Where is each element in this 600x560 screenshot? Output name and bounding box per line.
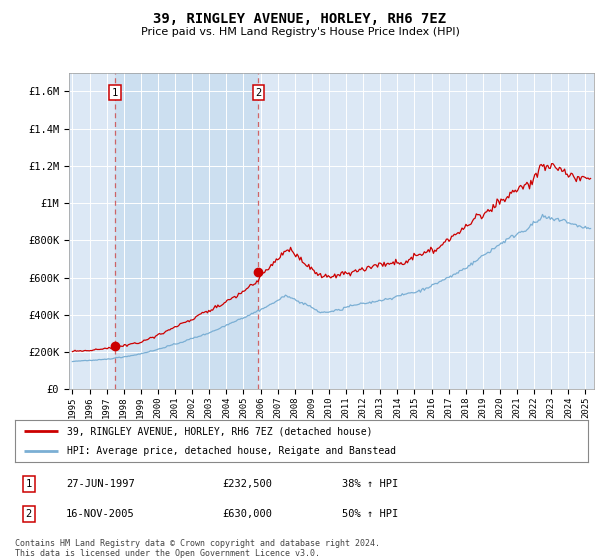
Text: 27-JUN-1997: 27-JUN-1997	[66, 479, 135, 489]
Text: 39, RINGLEY AVENUE, HORLEY, RH6 7EZ: 39, RINGLEY AVENUE, HORLEY, RH6 7EZ	[154, 12, 446, 26]
Text: 38% ↑ HPI: 38% ↑ HPI	[342, 479, 398, 489]
Text: £630,000: £630,000	[222, 509, 272, 519]
Text: 1: 1	[112, 88, 118, 97]
Text: Price paid vs. HM Land Registry's House Price Index (HPI): Price paid vs. HM Land Registry's House …	[140, 27, 460, 37]
Text: £232,500: £232,500	[222, 479, 272, 489]
Text: 1: 1	[26, 479, 32, 489]
Text: 39, RINGLEY AVENUE, HORLEY, RH6 7EZ (detached house): 39, RINGLEY AVENUE, HORLEY, RH6 7EZ (det…	[67, 426, 372, 436]
Text: 2: 2	[256, 88, 262, 97]
Text: Contains HM Land Registry data © Crown copyright and database right 2024.
This d: Contains HM Land Registry data © Crown c…	[15, 539, 380, 558]
Text: 16-NOV-2005: 16-NOV-2005	[66, 509, 135, 519]
Text: 50% ↑ HPI: 50% ↑ HPI	[342, 509, 398, 519]
Bar	[115, 73, 259, 389]
Text: HPI: Average price, detached house, Reigate and Banstead: HPI: Average price, detached house, Reig…	[67, 446, 395, 456]
Text: 2: 2	[26, 509, 32, 519]
